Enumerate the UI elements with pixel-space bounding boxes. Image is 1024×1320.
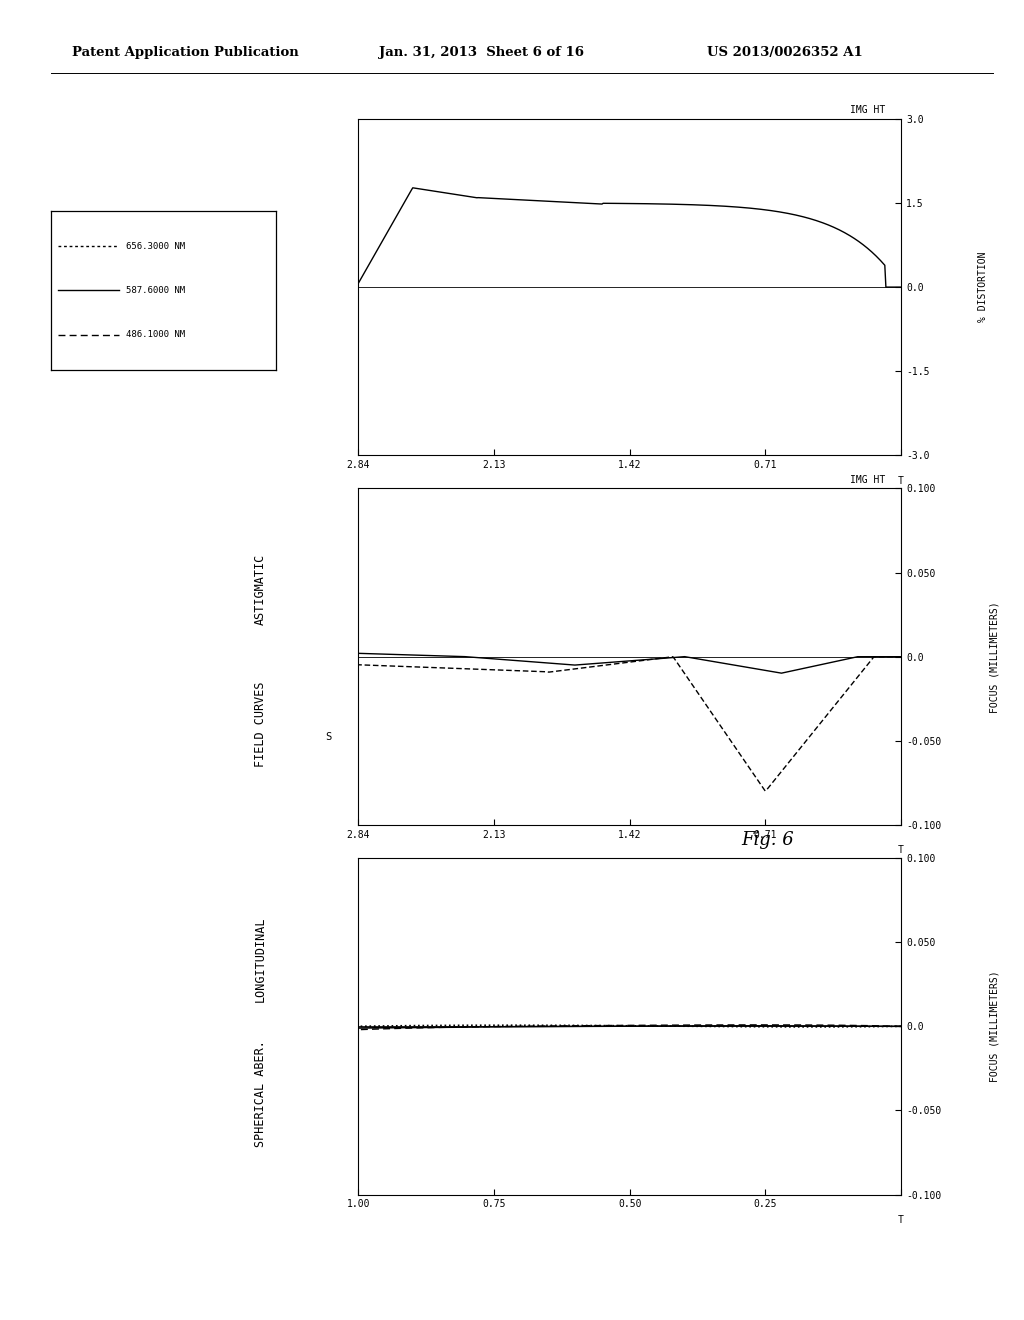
Y-axis label: % DISTORTION: % DISTORTION [978,252,988,322]
Y-axis label: FOCUS (MILLIMETERS): FOCUS (MILLIMETERS) [990,970,999,1082]
Text: Fig. 6: Fig. 6 [741,830,795,849]
Text: Patent Application Publication: Patent Application Publication [72,46,298,59]
Text: ASTIGMATIC: ASTIGMATIC [254,554,267,624]
Text: S: S [325,733,331,742]
Text: LONGITUDINAL: LONGITUDINAL [254,916,267,1002]
Y-axis label: FOCUS (MILLIMETERS): FOCUS (MILLIMETERS) [990,601,999,713]
Text: T: T [898,475,904,486]
Text: 587.6000 NM: 587.6000 NM [126,286,184,294]
Text: US 2013/0026352 A1: US 2013/0026352 A1 [707,46,862,59]
Text: FIELD CURVES: FIELD CURVES [254,681,267,767]
Text: 486.1000 NM: 486.1000 NM [126,330,184,339]
Text: SPHERICAL ABER.: SPHERICAL ABER. [254,1040,267,1147]
Text: IMG HT: IMG HT [850,106,885,115]
Text: IMG HT: IMG HT [850,475,885,484]
Text: T: T [898,1214,904,1225]
Text: Jan. 31, 2013  Sheet 6 of 16: Jan. 31, 2013 Sheet 6 of 16 [379,46,584,59]
Text: 656.3000 NM: 656.3000 NM [126,242,184,251]
Text: DISTORTION: DISTORTION [254,252,267,322]
Text: T: T [898,845,904,855]
